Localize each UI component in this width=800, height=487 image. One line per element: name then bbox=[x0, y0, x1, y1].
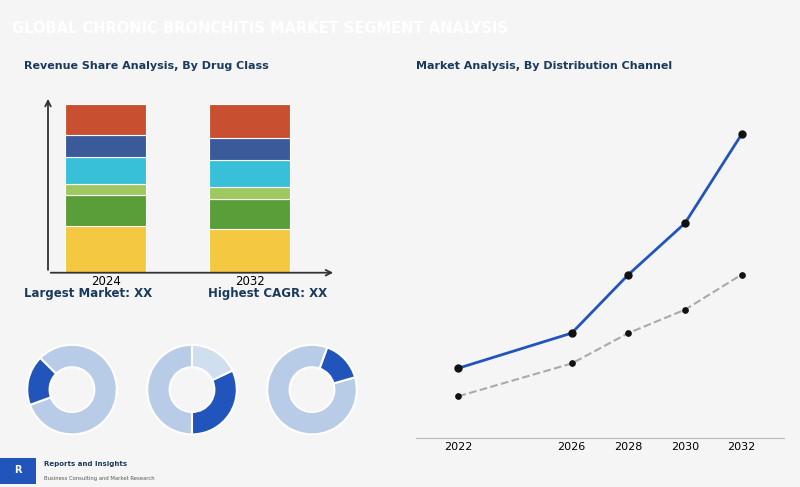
FancyBboxPatch shape bbox=[0, 458, 36, 484]
Bar bbox=[66, 105, 146, 135]
Bar bbox=[210, 138, 290, 160]
Bar bbox=[210, 160, 290, 187]
Text: Reports and Insights: Reports and Insights bbox=[44, 461, 127, 467]
Text: Revenue Share Analysis, By Drug Class: Revenue Share Analysis, By Drug Class bbox=[24, 61, 269, 71]
Wedge shape bbox=[30, 345, 117, 434]
Wedge shape bbox=[320, 348, 355, 383]
Wedge shape bbox=[27, 358, 56, 405]
Text: Largest Market: XX: Largest Market: XX bbox=[24, 287, 152, 300]
Bar bbox=[66, 195, 146, 225]
Bar bbox=[66, 184, 146, 195]
Wedge shape bbox=[192, 371, 237, 434]
Text: Business Consulting and Market Research: Business Consulting and Market Research bbox=[44, 476, 154, 481]
Wedge shape bbox=[192, 345, 233, 380]
Text: Highest CAGR: XX: Highest CAGR: XX bbox=[208, 287, 327, 300]
Text: R: R bbox=[14, 465, 22, 475]
Bar bbox=[66, 157, 146, 184]
Text: GLOBAL CHRONIC BRONCHITIS MARKET SEGMENT ANALYSIS: GLOBAL CHRONIC BRONCHITIS MARKET SEGMENT… bbox=[12, 20, 508, 36]
Bar bbox=[66, 135, 146, 157]
Bar bbox=[210, 187, 290, 199]
Bar bbox=[210, 229, 290, 273]
Wedge shape bbox=[267, 345, 357, 434]
Bar bbox=[66, 225, 146, 273]
Wedge shape bbox=[147, 345, 192, 434]
Bar bbox=[210, 105, 290, 138]
Bar bbox=[210, 199, 290, 229]
Text: Market Analysis, By Distribution Channel: Market Analysis, By Distribution Channel bbox=[416, 61, 672, 71]
